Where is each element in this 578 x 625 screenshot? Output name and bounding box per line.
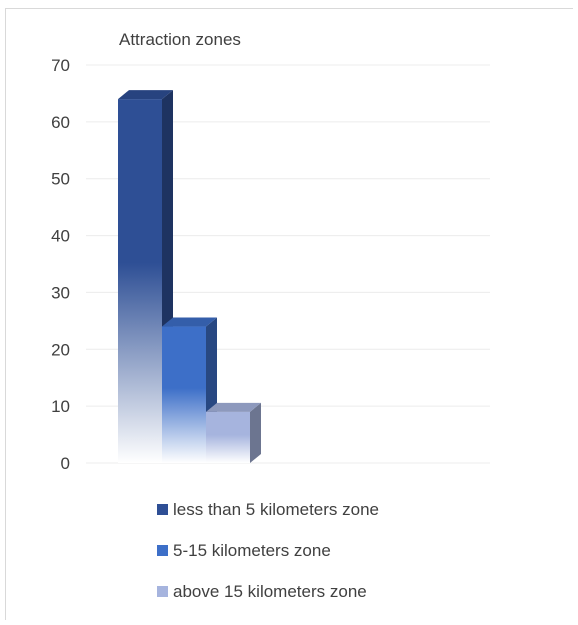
y-axis: 0 10 20 30 40 50 60 70 [51, 56, 70, 473]
legend-item-1: less than 5 kilometers zone [157, 500, 379, 519]
legend-label: less than 5 kilometers zone [173, 500, 379, 519]
bar-top [206, 402, 261, 412]
chart-title: Attraction zones [119, 30, 241, 49]
y-tick-label: 60 [51, 113, 70, 132]
legend-item-3: above 15 kilometers zone [157, 582, 367, 601]
bar-front [206, 411, 250, 463]
bars [118, 90, 261, 463]
bar-top [162, 317, 217, 327]
legend-label: above 15 kilometers zone [173, 582, 367, 601]
y-tick-label: 30 [51, 283, 70, 302]
legend-item-2: 5-15 kilometers zone [157, 541, 331, 560]
legend-swatch [157, 545, 168, 556]
legend-swatch [157, 586, 168, 597]
bar-top [118, 90, 173, 100]
chart-frame [5, 8, 573, 620]
y-tick-label: 0 [61, 454, 70, 473]
legend-swatch [157, 504, 168, 515]
y-tick-label: 10 [51, 397, 70, 416]
legend: less than 5 kilometers zone 5-15 kilomete… [157, 500, 379, 601]
y-tick-label: 20 [51, 340, 70, 359]
y-tick-label: 70 [51, 56, 70, 75]
gridlines [86, 64, 490, 464]
legend-label: 5-15 kilometers zone [173, 541, 331, 560]
bar-side [250, 402, 261, 463]
bar-3 [206, 402, 261, 463]
bar-front [118, 99, 162, 463]
bar-front [162, 326, 206, 463]
y-tick-label: 50 [51, 170, 70, 189]
y-tick-label: 40 [51, 227, 70, 246]
